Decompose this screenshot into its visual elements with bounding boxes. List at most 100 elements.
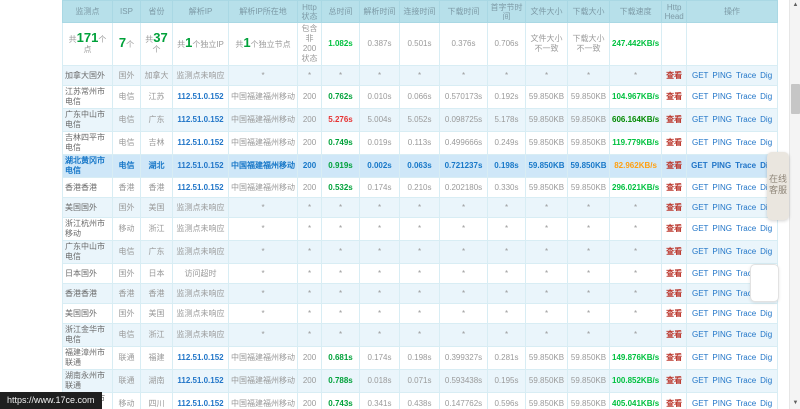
trace-action-link[interactable]: Trace <box>735 115 757 124</box>
cell-resolved-ip[interactable]: 112.51.0.152 <box>172 369 229 393</box>
get-action-link[interactable]: GET <box>691 268 709 278</box>
ping-action-link[interactable]: PING <box>712 399 732 408</box>
ping-action-link[interactable]: PING <box>712 138 732 147</box>
dig-action-link[interactable]: Dig <box>760 92 773 101</box>
trace-action-link[interactable]: Trace <box>735 92 757 101</box>
cell-http-head[interactable]: 查看 <box>661 303 688 324</box>
get-action-link[interactable]: GET <box>691 202 709 212</box>
scrollbar-thumb[interactable] <box>791 84 800 114</box>
resolved-ip-link[interactable]: 112.51.0.152 <box>177 138 224 147</box>
get-action-link[interactable]: GET <box>691 308 709 318</box>
ping-action-link[interactable]: PING <box>712 92 732 101</box>
cell-resolved-ip[interactable]: 112.51.0.152 <box>172 154 229 178</box>
cell-http-head[interactable]: 查看 <box>661 283 688 304</box>
resolved-ip-link[interactable]: 112.51.0.152 <box>177 92 224 101</box>
dig-action-link[interactable]: Dig <box>760 161 773 170</box>
cell-http-head[interactable]: 查看 <box>661 240 688 264</box>
dig-action-link[interactable]: Dig <box>760 70 773 80</box>
dig-action-link[interactable]: Dig <box>760 247 773 256</box>
vertical-scrollbar[interactable]: ▲ ▼ <box>789 0 800 409</box>
view-http-head-link[interactable]: 查看 <box>666 353 683 362</box>
online-customer-service-tab[interactable]: 在线客服 <box>767 152 789 220</box>
ping-action-link[interactable]: PING <box>712 202 732 212</box>
ping-action-link[interactable]: PING <box>712 247 732 256</box>
view-http-head-link[interactable]: 查看 <box>666 161 683 170</box>
cell-http-head[interactable]: 查看 <box>661 323 688 347</box>
cell-http-head[interactable]: 查看 <box>661 108 688 132</box>
get-action-link[interactable]: GET <box>691 224 709 233</box>
cell-resolved-ip[interactable]: 112.51.0.152 <box>172 392 229 409</box>
cell-resolved-ip[interactable]: 112.51.0.152 <box>172 177 229 198</box>
cell-http-head[interactable]: 查看 <box>661 263 688 284</box>
cell-http-head[interactable]: 查看 <box>661 392 688 409</box>
get-action-link[interactable]: GET <box>691 353 709 362</box>
trace-action-link[interactable]: Trace <box>735 202 757 212</box>
view-http-head-link[interactable]: 查看 <box>666 330 683 339</box>
trace-action-link[interactable]: Trace <box>735 353 757 362</box>
view-http-head-link[interactable]: 查看 <box>666 224 683 233</box>
ping-action-link[interactable]: PING <box>712 224 732 233</box>
view-http-head-link[interactable]: 查看 <box>666 92 683 101</box>
scrollbar-up-arrow-icon[interactable]: ▲ <box>792 2 799 8</box>
cell-http-head[interactable]: 查看 <box>661 65 688 86</box>
dig-action-link[interactable]: Dig <box>760 203 772 212</box>
dig-action-link[interactable]: Dig <box>760 376 773 385</box>
get-action-link[interactable]: GET <box>691 182 709 192</box>
view-http-head-link[interactable]: 查看 <box>666 399 683 408</box>
view-http-head-link[interactable]: 查看 <box>666 138 683 147</box>
cell-resolved-ip[interactable]: 112.51.0.152 <box>172 85 229 109</box>
get-action-link[interactable]: GET <box>691 138 709 147</box>
get-action-link[interactable]: GET <box>691 376 709 385</box>
trace-action-link[interactable]: Trace <box>735 247 757 256</box>
cell-http-head[interactable]: 查看 <box>661 131 688 155</box>
trace-action-link[interactable]: Trace <box>735 138 757 147</box>
dig-action-link[interactable]: Dig <box>760 308 773 318</box>
ping-action-link[interactable]: PING <box>712 115 732 124</box>
cell-http-head[interactable]: 查看 <box>661 346 688 370</box>
get-action-link[interactable]: GET <box>691 115 709 124</box>
trace-action-link[interactable]: Trace <box>735 308 757 318</box>
trace-action-link[interactable]: Trace <box>735 330 757 339</box>
ping-action-link[interactable]: PING <box>712 308 732 318</box>
dig-action-link[interactable]: Dig <box>760 138 773 147</box>
trace-action-link[interactable]: Trace <box>735 399 757 408</box>
ping-action-link[interactable]: PING <box>712 330 732 339</box>
view-http-head-link[interactable]: 查看 <box>666 268 683 278</box>
ping-action-link[interactable]: PING <box>711 161 732 170</box>
get-action-link[interactable]: GET <box>691 288 709 298</box>
trace-action-link[interactable]: Trace <box>735 288 757 298</box>
trace-action-link[interactable]: Trace <box>735 224 757 233</box>
view-http-head-link[interactable]: 查看 <box>666 182 683 192</box>
cell-http-head[interactable]: 查看 <box>661 197 688 218</box>
ping-action-link[interactable]: PING <box>712 182 732 192</box>
resolved-ip-link[interactable]: 112.51.0.152 <box>177 376 224 385</box>
cell-resolved-ip[interactable]: 112.51.0.152 <box>172 131 229 155</box>
dig-action-link[interactable]: Dig <box>760 330 773 339</box>
dig-action-link[interactable]: Dig <box>760 183 772 192</box>
view-http-head-link[interactable]: 查看 <box>666 288 683 298</box>
resolved-ip-link[interactable]: 112.51.0.152 <box>177 161 224 170</box>
resolved-ip-link[interactable]: 112.51.0.152 <box>177 399 224 408</box>
get-action-link[interactable]: GET <box>691 330 709 339</box>
ping-action-link[interactable]: PING <box>712 353 732 362</box>
get-action-link[interactable]: GET <box>691 399 709 408</box>
cell-resolved-ip[interactable]: 112.51.0.152 <box>172 108 229 132</box>
trace-action-link[interactable]: Trace <box>735 70 757 80</box>
view-http-head-link[interactable]: 查看 <box>666 202 683 212</box>
floating-widget-button[interactable] <box>750 264 779 302</box>
get-action-link[interactable]: GET <box>691 70 709 80</box>
cell-http-head[interactable]: 查看 <box>661 85 688 109</box>
dig-action-link[interactable]: Dig <box>760 399 773 408</box>
cell-http-head[interactable]: 查看 <box>661 217 688 241</box>
